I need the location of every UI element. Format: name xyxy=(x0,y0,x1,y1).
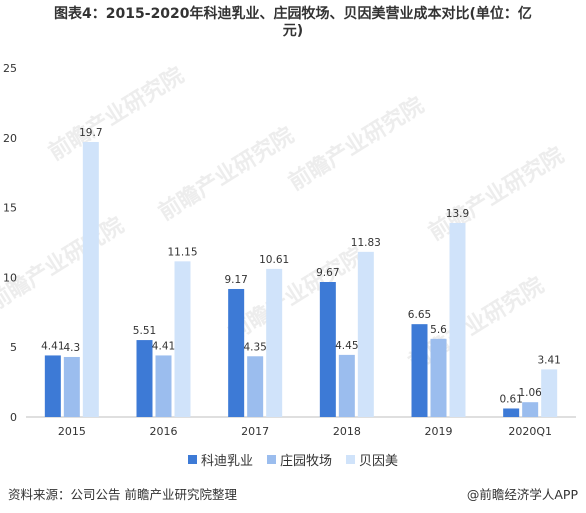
legend-label-zhuangyuan: 庄园牧场 xyxy=(279,454,332,469)
data-label: 5.6 xyxy=(430,324,447,336)
legend-swatch-zhuangyuan xyxy=(266,455,276,464)
legend-item-beiyinmei: 贝因美 xyxy=(346,450,398,469)
watermark-text: 前瞻产业研究院 xyxy=(424,142,568,246)
data-label: 9.17 xyxy=(224,274,247,286)
legend-swatch-beiyinmei xyxy=(346,455,355,464)
data-label: 9.67 xyxy=(316,267,339,279)
data-label: 4.41 xyxy=(41,340,64,352)
x-tick-label: 2017 xyxy=(241,425,269,438)
x-tick-label: 2015 xyxy=(58,425,86,438)
y-tick-label: 10 xyxy=(3,271,17,284)
bar-科迪乳业-2015 xyxy=(44,355,61,417)
data-label: 11.83 xyxy=(351,237,381,249)
bar-庄园牧场-2015 xyxy=(63,356,80,417)
data-label: 4.3 xyxy=(63,342,80,354)
bar-科迪乳业-2019 xyxy=(411,324,428,417)
legend-label-beiyinmei: 贝因美 xyxy=(359,454,399,469)
legend-label-keding: 科迪乳业 xyxy=(200,454,253,469)
data-label: 0.61 xyxy=(499,393,522,405)
bar-贝因美-2016 xyxy=(174,261,191,417)
bar-科迪乳业-2016 xyxy=(136,340,153,417)
source-note: 资料来源：公司公告 前瞻产业研究院整理 xyxy=(8,487,237,502)
watermark-text: 前瞻产业研究院 xyxy=(154,122,298,226)
bar-庄园牧场-2019 xyxy=(430,338,447,417)
y-tick-label: 20 xyxy=(3,132,17,145)
bar-科迪乳业-2018 xyxy=(319,282,336,417)
y-tick-label: 25 xyxy=(3,62,17,75)
y-tick-label: 5 xyxy=(10,341,17,354)
y-tick-label: 15 xyxy=(3,202,17,215)
x-tick-label: 2020Q1 xyxy=(508,425,552,438)
data-label: 4.35 xyxy=(243,341,266,353)
bar-科迪乳业-2020Q1 xyxy=(503,408,520,417)
data-label: 4.45 xyxy=(335,340,358,352)
data-label: 6.65 xyxy=(408,309,431,321)
x-tick-label: 2018 xyxy=(333,425,361,438)
publisher-credit: @前瞻经济学人APP xyxy=(466,487,578,502)
bar-贝因美-2017 xyxy=(266,268,283,417)
data-label: 11.15 xyxy=(167,246,197,258)
data-label: 5.51 xyxy=(133,325,156,337)
chart-legend: 科迪乳业 庄园牧场 贝因美 xyxy=(0,450,586,469)
data-label: 13.9 xyxy=(446,208,469,220)
x-tick-label: 2019 xyxy=(425,425,453,438)
bar-庄园牧场-2017 xyxy=(247,356,264,417)
data-label: 19.7 xyxy=(79,127,102,139)
data-label: 3.41 xyxy=(537,354,560,366)
data-label: 4.41 xyxy=(152,340,175,352)
chart-title: 图表4：2015-2020年科迪乳业、庄园牧场、贝因美营业成本对比(单位：亿 元… xyxy=(0,6,586,40)
footer: 资料来源：公司公告 前瞻产业研究院整理 @前瞻经济学人APP xyxy=(8,484,578,503)
legend-swatch-keding xyxy=(187,455,197,464)
data-label: 10.61 xyxy=(259,254,289,266)
bar-贝因美-2015 xyxy=(82,141,99,417)
bar-庄园牧场-2018 xyxy=(338,354,355,417)
y-tick-label: 0 xyxy=(10,411,17,424)
bar-贝因美-2018 xyxy=(357,251,374,417)
watermark-text: 前瞻产业研究院 xyxy=(44,62,188,166)
legend-item-keding: 科迪乳业 xyxy=(187,450,253,469)
bar-科迪乳业-2017 xyxy=(228,288,245,417)
x-tick-label: 2016 xyxy=(150,425,178,438)
watermark-text: 前瞻产业研究院 xyxy=(284,92,428,196)
bar-贝因美-2020Q1 xyxy=(541,369,558,417)
data-label: 1.06 xyxy=(518,387,542,399)
watermark-text: 前瞻产业研究院 xyxy=(0,212,128,316)
bar-庄园牧场-2020Q1 xyxy=(522,402,539,417)
bar-贝因美-2019 xyxy=(449,222,466,417)
legend-item-zhuangyuan: 庄园牧场 xyxy=(266,450,332,469)
watermark-text: 前瞻产业研究院 xyxy=(224,242,368,346)
chart-title-line2: 元) xyxy=(282,23,304,39)
bar-庄园牧场-2016 xyxy=(155,355,172,417)
chart-title-line1: 图表4：2015-2020年科迪乳业、庄园牧场、贝因美营业成本对比(单位：亿 xyxy=(54,6,532,22)
